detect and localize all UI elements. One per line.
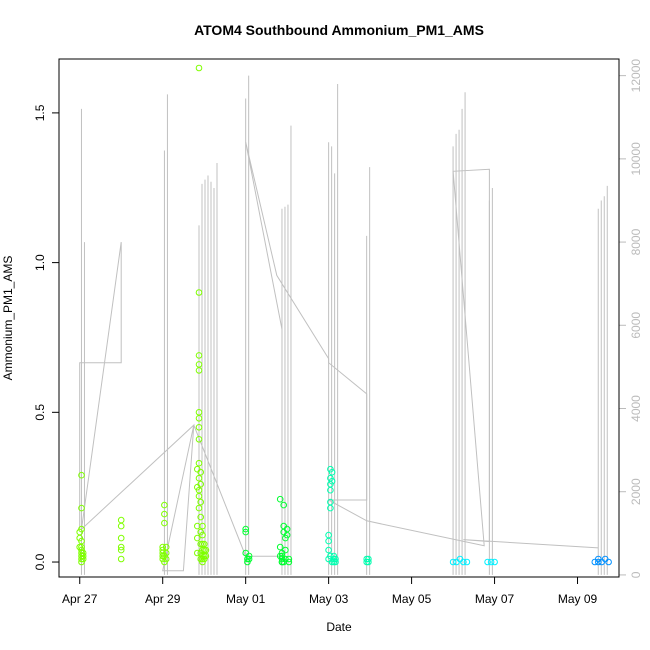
data-point (195, 474, 203, 482)
data-point (332, 555, 339, 563)
data-point (195, 504, 203, 512)
y2-tick-label: 4000 (629, 395, 643, 422)
data-point (325, 537, 332, 545)
data-point (285, 558, 293, 566)
data-point (117, 555, 125, 563)
y2-tick-label: 6000 (629, 312, 643, 339)
data-point (595, 558, 602, 566)
data-point (117, 516, 125, 524)
data-point (195, 424, 203, 431)
data-point (194, 534, 201, 542)
x-tick-label: May 01 (226, 592, 266, 606)
data-point (195, 415, 203, 422)
data-point (332, 558, 339, 566)
data-point (328, 477, 336, 485)
y-tick-label: 0.0 (33, 553, 47, 570)
y2-tick-label: 0 (629, 571, 643, 578)
data-point (117, 543, 125, 551)
y2-tick-label: 8000 (629, 228, 643, 255)
data-point (194, 549, 201, 557)
data-point (195, 352, 203, 359)
data-point (491, 558, 498, 566)
x-tick-label: May 09 (558, 592, 598, 606)
data-point (605, 558, 612, 566)
y2-tick-label: 10000 (629, 142, 643, 176)
data-point (285, 555, 293, 563)
data-point (197, 498, 204, 506)
data-point (202, 552, 210, 560)
secondary-series-layer (79, 75, 608, 575)
x-tick-label: Apr 29 (145, 592, 181, 606)
data-point (365, 555, 372, 563)
secondary-connector-line (79, 142, 599, 572)
y-tick-label: 1.5 (33, 104, 47, 121)
data-point (280, 501, 288, 509)
data-point (245, 555, 253, 563)
data-point (449, 558, 457, 566)
y-axis-label: Ammonium_PM1_AMS (1, 256, 15, 381)
data-point (325, 546, 332, 554)
data-point (283, 531, 291, 539)
data-point (195, 486, 203, 494)
y-tick-label: 0.5 (33, 404, 47, 421)
data-point (161, 552, 168, 560)
data-point (195, 436, 203, 443)
data-point (161, 519, 168, 527)
data-point (199, 522, 206, 530)
data-point (197, 480, 204, 488)
plot-frame (58, 58, 620, 578)
data-point (117, 546, 125, 554)
x-tick-label: Apr 27 (62, 592, 98, 606)
data-point (460, 558, 467, 566)
data-point (78, 546, 85, 554)
data-point (117, 534, 125, 542)
y2-tick-label: 2000 (629, 478, 643, 505)
y-tick-label: 1.0 (33, 254, 47, 271)
data-point (78, 525, 85, 533)
data-point (197, 513, 204, 521)
data-point (197, 540, 204, 548)
data-point (365, 558, 372, 566)
data-point (487, 558, 495, 566)
data-point (161, 501, 168, 509)
data-point (282, 546, 289, 554)
data-point (242, 525, 249, 533)
data-point (195, 289, 203, 296)
axes-layer: Apr 27 Apr 29 May 01 May 03 May 05 May 07 May … (33, 59, 643, 606)
x-axis-label: Date (326, 620, 352, 634)
chart-title: ATOM4 Southbound Ammonium_PM1_AMS (194, 22, 484, 38)
data-point (195, 459, 203, 467)
data-point (278, 552, 286, 560)
data-point (79, 552, 87, 560)
data-point (78, 471, 85, 479)
x-tick-label: May 07 (475, 592, 515, 606)
data-point (78, 504, 85, 512)
data-point (195, 64, 203, 72)
data-point (276, 543, 284, 551)
data-point (327, 504, 334, 512)
data-point (327, 486, 334, 494)
data-point (245, 552, 253, 560)
data-point (78, 558, 85, 566)
x-tick-label: May 03 (309, 592, 349, 606)
y2-tick-label: 12000 (629, 59, 643, 93)
data-point (197, 468, 204, 476)
data-point (276, 495, 284, 503)
data-point (328, 468, 336, 476)
points-layer (76, 64, 612, 566)
data-point (195, 367, 203, 374)
data-point (484, 558, 491, 566)
data-point (463, 558, 471, 566)
data-point (161, 510, 168, 518)
data-point (199, 531, 206, 539)
data-point (117, 522, 125, 530)
x-tick-label: May 05 (392, 592, 432, 606)
data-point (242, 528, 249, 536)
